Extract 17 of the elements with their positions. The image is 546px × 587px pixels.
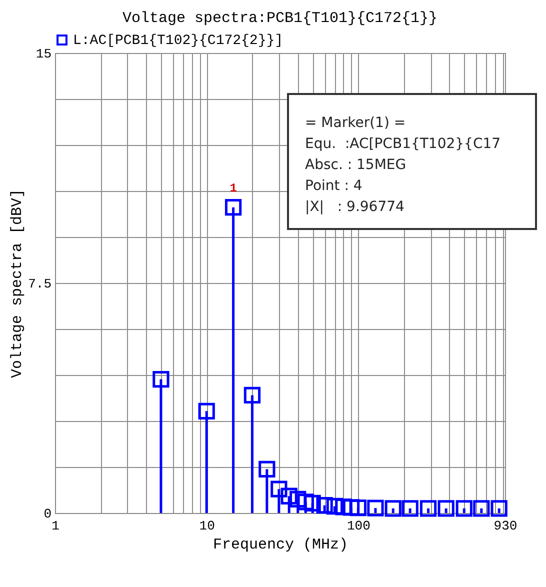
- annotation: Absc. : 15MEG: [305, 156, 408, 175]
- annotation: Point : 4: [305, 177, 364, 196]
- legend-label: L:AC[PCB1{T102}{C172{2}}]: [73, 33, 284, 49]
- annotation: |X| : 9.96774: [305, 198, 406, 217]
- x-axis-title: Frequency (MHz): [212, 536, 348, 554]
- chart-title: Voltage spectra:PCB1{T101}{C172{1}}: [122, 10, 438, 27]
- x-tick-label: 100: [346, 518, 370, 534]
- x-tick-label: 10: [199, 518, 215, 534]
- y-tick-label: 15: [36, 46, 52, 62]
- y-tick-label: 7.5: [28, 276, 52, 292]
- y-tick-label: 0: [44, 506, 52, 522]
- y-axis-title: Voltage spectra [dBV]: [9, 188, 26, 378]
- annotation: Equ. :AC[PCB1{T102}{C17: [305, 135, 502, 154]
- annotation: 1: [230, 181, 237, 196]
- x-tick-label: 1: [52, 518, 60, 534]
- annotation: = Marker(1) =: [305, 114, 407, 133]
- x-tick-label: 930: [494, 518, 518, 534]
